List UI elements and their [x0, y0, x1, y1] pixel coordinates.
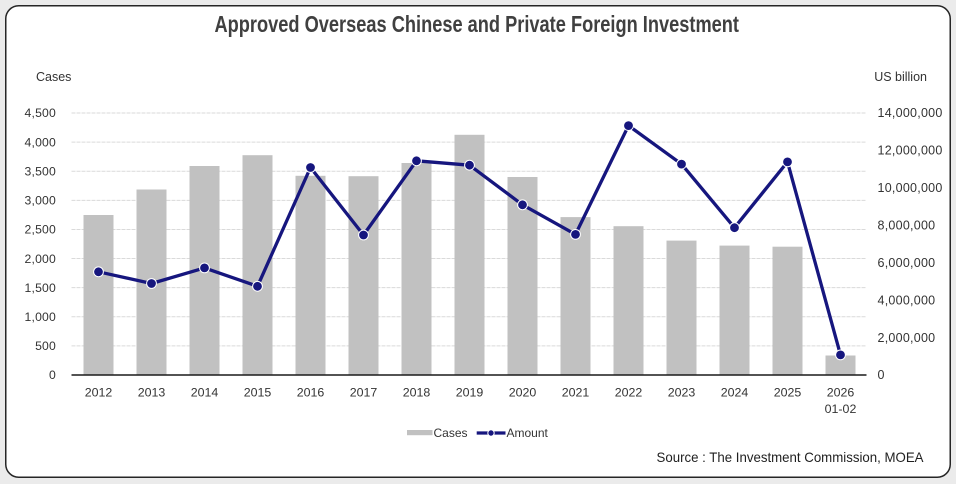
svg-text:2020: 2020 — [509, 386, 537, 400]
svg-text:2019: 2019 — [456, 386, 484, 400]
svg-text:US billion: US billion — [874, 70, 927, 84]
svg-text:2014: 2014 — [191, 386, 219, 400]
svg-text:1,000: 1,000 — [25, 310, 57, 324]
svg-text:3,000: 3,000 — [25, 194, 57, 208]
svg-text:2024: 2024 — [721, 386, 749, 400]
svg-text:2,000,000: 2,000,000 — [878, 331, 936, 345]
svg-text:500: 500 — [35, 339, 56, 353]
svg-text:2017: 2017 — [350, 386, 378, 400]
svg-text:12,000,000: 12,000,000 — [878, 144, 943, 158]
svg-text:0: 0 — [878, 368, 885, 382]
svg-text:2015: 2015 — [244, 386, 272, 400]
svg-text:2021: 2021 — [562, 386, 590, 400]
svg-text:2,500: 2,500 — [25, 223, 57, 237]
svg-text:3,500: 3,500 — [25, 164, 57, 178]
svg-text:4,500: 4,500 — [25, 106, 57, 120]
svg-text:2016: 2016 — [297, 386, 325, 400]
svg-text:4,000,000: 4,000,000 — [878, 293, 936, 307]
svg-text:6,000,000: 6,000,000 — [878, 256, 936, 270]
svg-text:2025: 2025 — [774, 386, 802, 400]
svg-text:0: 0 — [49, 368, 56, 382]
svg-text:Cases: Cases — [36, 70, 71, 84]
svg-text:8,000,000: 8,000,000 — [878, 218, 936, 232]
svg-text:2022: 2022 — [615, 386, 643, 400]
svg-text:10,000,000: 10,000,000 — [878, 181, 943, 195]
svg-text:2013: 2013 — [138, 386, 166, 400]
svg-text:2,000: 2,000 — [25, 252, 57, 266]
svg-text:14,000,000: 14,000,000 — [878, 106, 943, 120]
svg-text:Cases: Cases — [434, 426, 468, 440]
svg-text:Amount: Amount — [507, 426, 549, 440]
svg-text:2026: 2026 — [827, 386, 855, 400]
svg-text:1,500: 1,500 — [25, 281, 57, 295]
svg-text:2023: 2023 — [668, 386, 696, 400]
svg-text:2018: 2018 — [403, 386, 431, 400]
svg-text:Source : The Investment Commis: Source : The Investment Commission, MOEA — [657, 449, 925, 465]
svg-text:01-02: 01-02 — [825, 402, 857, 416]
svg-text:4,000: 4,000 — [25, 135, 57, 149]
svg-text:2012: 2012 — [85, 386, 113, 400]
svg-text:Approved Overseas Chinese and: Approved Overseas Chinese and Private Fo… — [215, 11, 740, 37]
